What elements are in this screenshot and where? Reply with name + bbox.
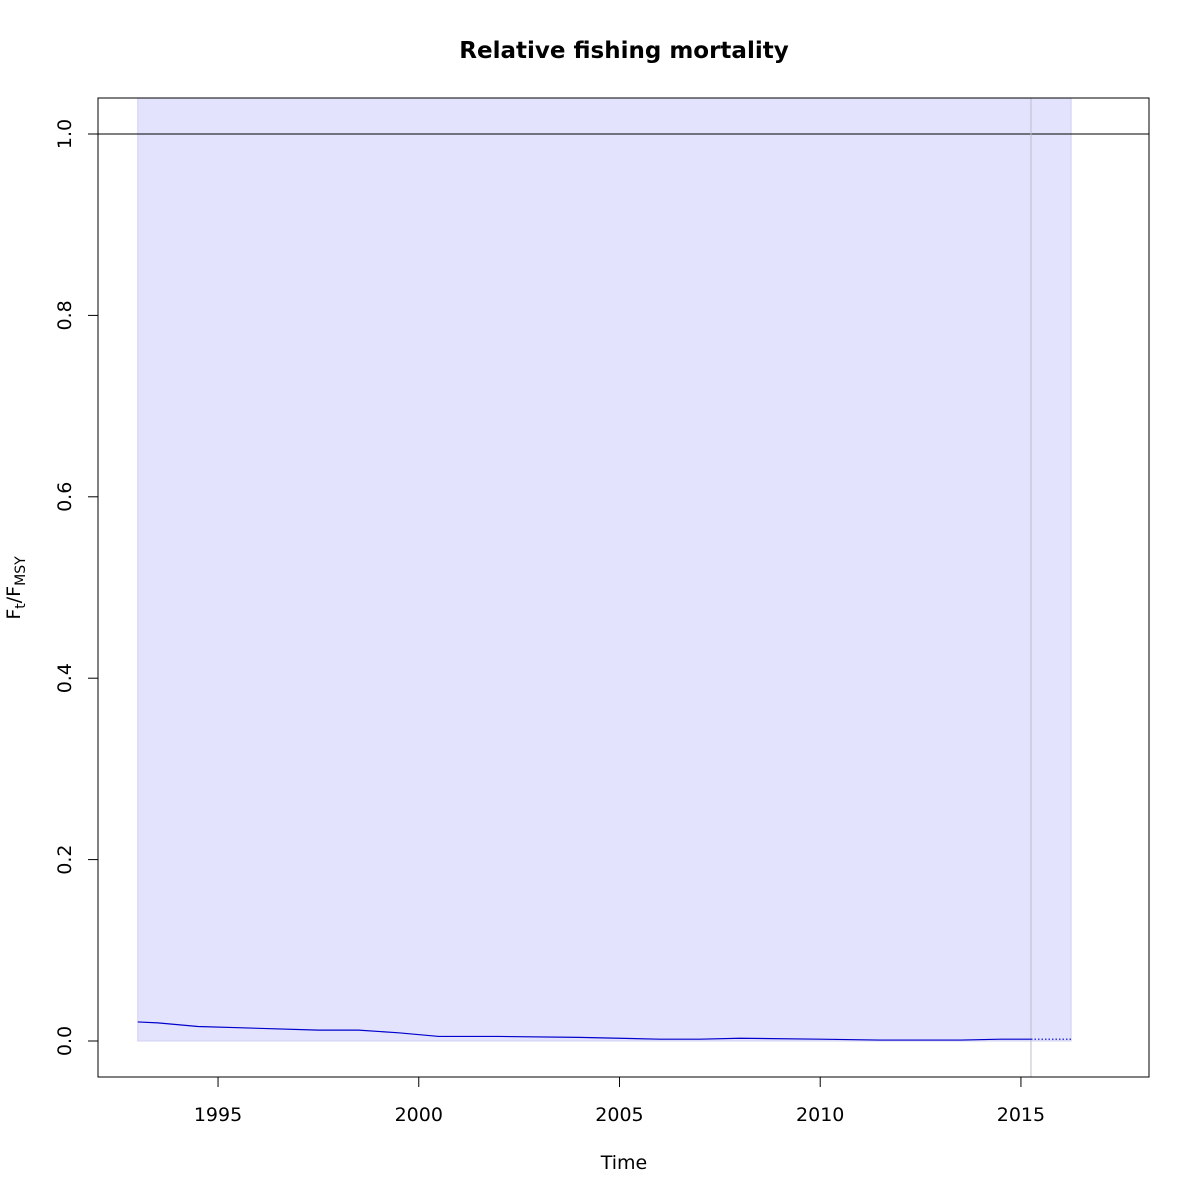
y-tick-label: 0.4 — [54, 663, 76, 693]
y-axis-label: Ft/FMSY — [3, 556, 29, 620]
y-label-part: /F — [3, 586, 25, 603]
x-tick-label: 2015 — [997, 1104, 1045, 1126]
y-label-part: F — [3, 609, 25, 620]
plot-frame — [97, 97, 1150, 1078]
x-axis-label: Time — [600, 1152, 648, 1174]
x-tick-label: 2000 — [395, 1104, 443, 1126]
y-tick-label: 0.0 — [54, 1026, 76, 1056]
y-label-sub: MSY — [13, 556, 29, 586]
chart-title: Relative fishing mortality — [459, 38, 788, 64]
y-tick-label: 1.0 — [54, 119, 76, 149]
y-tick-label: 0.2 — [54, 844, 76, 874]
x-tick-label: 2010 — [796, 1104, 844, 1126]
x-tick-label: 2005 — [595, 1104, 643, 1126]
x-tick-label: 1995 — [194, 1104, 242, 1126]
y-tick-label: 0.8 — [54, 300, 76, 330]
y-label-sub: t — [13, 603, 29, 609]
series-line — [137, 1021, 1031, 1041]
confidence-band — [137, 98, 1072, 1042]
y-tick-label: 0.6 — [54, 482, 76, 512]
plot-area — [98, 98, 1149, 1077]
